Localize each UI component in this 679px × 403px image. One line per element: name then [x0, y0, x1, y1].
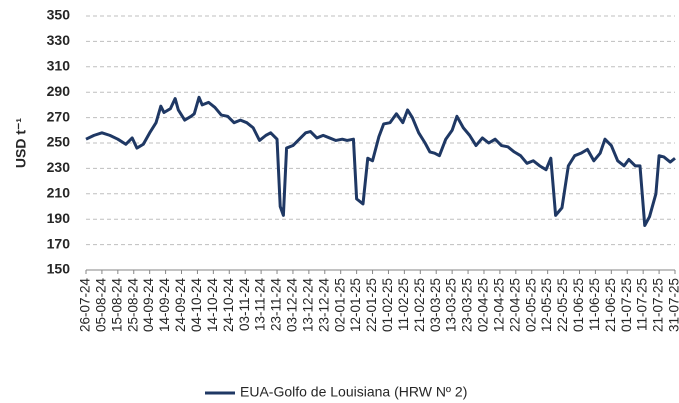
y-axis-label: USD t⁻¹: [13, 118, 29, 169]
x-tick-label: 21-02-25: [412, 278, 427, 332]
x-tick-label: 22-04-25: [507, 278, 522, 332]
x-tick-label: 23-12-24: [316, 278, 331, 333]
y-tick-label: 210: [47, 185, 71, 201]
x-tick-label: 05-08-24: [93, 278, 108, 333]
x-tick-label: 01-02-25: [380, 278, 395, 332]
x-tick-label: 04-10-24: [189, 278, 204, 333]
x-tick-label: 01-06-25: [571, 278, 586, 332]
y-tick-label: 250: [47, 134, 71, 150]
x-tick-label: 14-10-24: [205, 278, 220, 333]
x-tick-label: 25-08-24: [125, 278, 140, 333]
y-tick-label: 310: [47, 58, 71, 74]
x-tick-label: 13-12-24: [300, 278, 315, 333]
x-tick-label: 03-11-24: [237, 278, 252, 332]
x-tick-label: 15-08-24: [109, 278, 124, 333]
x-tick-label: 11-06-25: [587, 278, 602, 331]
x-tick-label: 11-07-25: [635, 278, 650, 331]
x-tick-label: 04-09-24: [141, 278, 156, 333]
x-tick-label: 02-04-25: [476, 278, 491, 332]
x-tick-label: 14-09-24: [157, 278, 172, 333]
x-tick-label: 11-02-25: [396, 278, 411, 331]
x-tick-label: 21-06-25: [603, 278, 618, 332]
x-tick-label: 02-05-25: [523, 278, 538, 332]
x-tick-label: 12-01-25: [348, 278, 363, 332]
x-tick-label: 24-10-24: [221, 278, 236, 333]
x-tick-label: 21-07-25: [651, 278, 666, 332]
line-series: [85, 95, 676, 228]
y-tick-label: 290: [47, 83, 71, 99]
y-tick-label: 190: [47, 210, 71, 226]
x-tick-label: 22-05-25: [555, 278, 570, 332]
y-tick-label: 230: [47, 159, 71, 175]
x-tick-label: 13-03-25: [444, 278, 459, 332]
x-tick-label: 01-07-25: [619, 278, 634, 332]
x-tick-label: 12-05-25: [539, 278, 554, 332]
y-tick-label: 330: [47, 32, 71, 48]
x-tick-label: 26-07-24: [78, 278, 93, 333]
x-tick-label: 12-04-25: [491, 278, 506, 332]
x-tick-label: 24-09-24: [173, 278, 188, 333]
legend-label: EUA-Golfo de Louisiana (HRW Nº 2): [240, 384, 467, 400]
x-tick-label: 03-12-24: [285, 278, 300, 333]
y-tick-label: 150: [47, 261, 71, 277]
x-tick-label: 23-11-24: [269, 278, 284, 332]
y-tick-label: 170: [47, 235, 71, 251]
y-tick-label: 270: [47, 108, 71, 124]
x-tick-label: 31-07-25: [667, 278, 679, 332]
x-tick-label: 02-01-25: [332, 278, 347, 332]
x-tick-label: 03-03-25: [428, 278, 443, 332]
x-tick-label: 22-01-25: [364, 278, 379, 332]
x-tick-label: 23-03-25: [460, 278, 475, 332]
y-tick-label: 350: [47, 7, 71, 23]
x-tick-label: 13-11-24: [253, 278, 268, 332]
